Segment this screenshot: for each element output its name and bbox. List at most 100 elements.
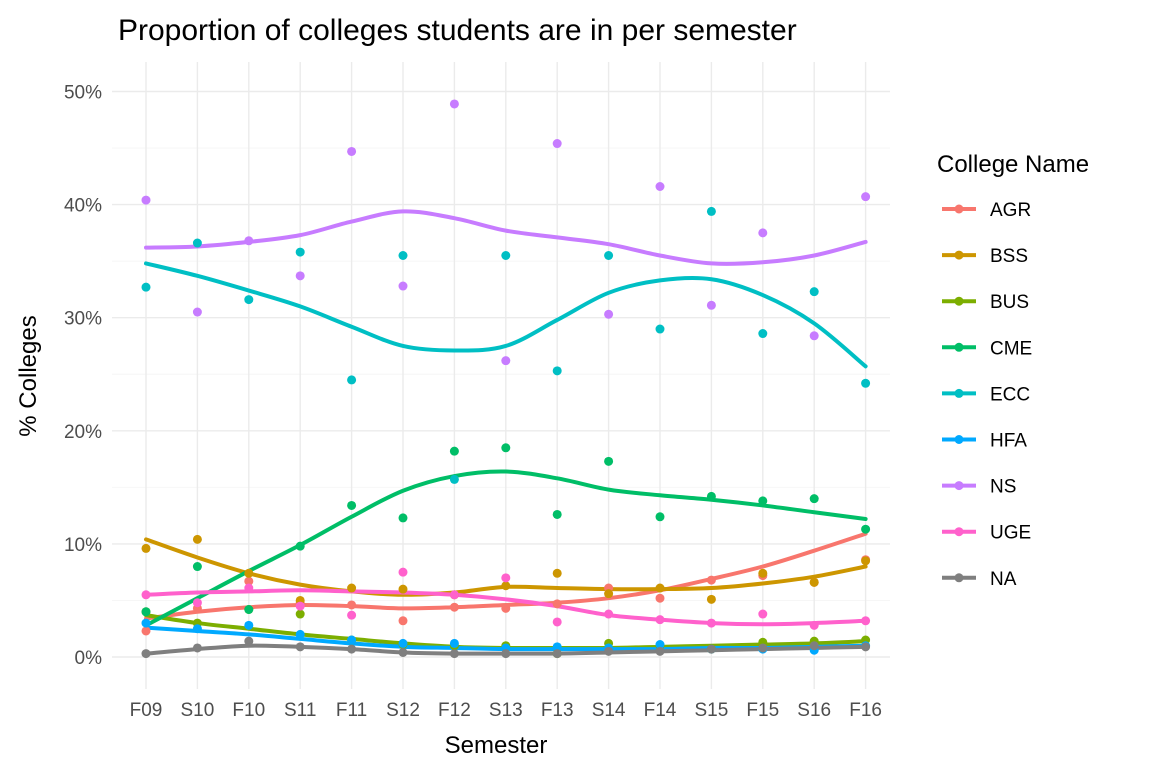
legend-item-cme: CME	[942, 338, 1032, 359]
data-point-cme	[655, 512, 665, 522]
x-tick-label: S14	[592, 700, 626, 721]
smooth-line-uge	[144, 588, 868, 627]
data-point-na	[861, 642, 871, 652]
x-tick-label: S11	[284, 700, 316, 721]
data-point-cme	[501, 443, 511, 453]
data-point-uge	[706, 618, 716, 628]
data-point-ecc	[449, 474, 459, 484]
data-point-hfa	[141, 618, 151, 628]
data-point-cme	[604, 456, 614, 466]
legend-item-hfa: HFA	[942, 431, 1027, 452]
data-point-ns	[398, 281, 408, 291]
data-point-na	[449, 649, 459, 659]
data-point-na	[192, 643, 202, 653]
legend-label: ECC	[990, 384, 1030, 405]
data-point-agr	[398, 616, 408, 626]
data-point-ecc	[706, 206, 716, 216]
data-point-uge	[347, 610, 357, 620]
data-point-uge	[758, 609, 768, 619]
data-point-ecc	[552, 366, 562, 376]
smooth-line-cme	[144, 469, 868, 628]
data-point-agr	[347, 600, 357, 610]
data-point-ns	[604, 309, 614, 319]
data-point-uge	[141, 590, 151, 600]
x-tick-label: F15	[746, 700, 779, 721]
legend-key-point	[954, 481, 964, 491]
data-point-agr	[244, 576, 254, 586]
legend-key-point	[954, 342, 964, 352]
y-tick-label: 10%	[64, 535, 102, 556]
smooth-line-ns	[144, 209, 868, 266]
legend-item-bss: BSS	[942, 246, 1028, 267]
data-point-ecc	[295, 247, 305, 257]
data-point-bus	[295, 609, 305, 619]
data-point-ecc	[655, 324, 665, 334]
data-point-agr	[141, 626, 151, 636]
data-point-na	[552, 649, 562, 659]
data-point-na	[501, 649, 511, 659]
legend-key-point	[954, 527, 964, 537]
legend-label: NA	[990, 569, 1017, 590]
data-point-ecc	[347, 375, 357, 385]
legend-label: BUS	[990, 292, 1029, 313]
data-point-ns	[861, 192, 871, 202]
data-point-bss	[552, 568, 562, 578]
data-point-ns	[192, 307, 202, 317]
x-axis-title: Semester	[445, 732, 548, 759]
legend-title: College Name	[937, 151, 1089, 178]
data-point-ns	[809, 331, 819, 341]
data-point-na	[141, 649, 151, 659]
legend-key-point	[954, 435, 964, 444]
data-point-na	[347, 644, 357, 654]
x-tick-label: S12	[386, 700, 420, 721]
data-point-ecc	[809, 287, 819, 297]
data-point-cme	[398, 513, 408, 523]
data-points	[141, 99, 871, 659]
data-point-ns	[758, 228, 768, 238]
data-point-uge	[449, 590, 459, 600]
legend-key-point	[954, 204, 964, 214]
x-tick-label: F16	[849, 700, 882, 721]
data-point-cme	[192, 562, 202, 572]
chart-title: Proportion of colleges students are in p…	[118, 14, 797, 47]
y-tick-label: 50%	[64, 83, 102, 104]
data-point-na	[706, 644, 716, 654]
data-point-bss	[809, 577, 819, 587]
x-tick-label: S10	[180, 700, 214, 721]
x-tick-label: F13	[541, 700, 574, 721]
data-point-hfa	[192, 624, 202, 634]
legend-item-bus: BUS	[942, 292, 1029, 313]
data-point-cme	[244, 604, 254, 614]
data-point-ns	[655, 182, 665, 192]
legend-item-agr: AGR	[942, 200, 1031, 221]
legend-label: BSS	[990, 246, 1028, 267]
y-axis-ticks: 0% 10% 20% 30% 40% 50%	[64, 83, 102, 670]
grid-layer	[112, 62, 890, 689]
data-point-cme	[449, 446, 459, 456]
data-point-hfa	[244, 620, 254, 630]
data-point-ecc	[501, 250, 511, 260]
data-point-ns	[501, 356, 511, 366]
x-tick-label: F14	[644, 700, 677, 721]
data-point-ns	[244, 236, 254, 246]
data-point-cme	[861, 524, 871, 534]
data-point-ns	[141, 195, 151, 205]
data-point-bss	[192, 534, 202, 544]
data-point-uge	[604, 609, 614, 619]
data-point-cme	[758, 496, 768, 506]
data-point-bss	[604, 589, 614, 599]
data-point-ns	[449, 99, 459, 109]
y-tick-label: 20%	[64, 422, 102, 443]
data-point-cme	[706, 491, 716, 501]
data-point-uge	[244, 583, 254, 593]
x-tick-label: F11	[336, 700, 367, 721]
data-point-na	[244, 636, 254, 646]
data-point-uge	[655, 615, 665, 625]
data-point-ecc	[604, 250, 614, 260]
data-point-bss	[655, 583, 665, 593]
x-tick-label: F09	[130, 700, 163, 721]
data-point-uge	[398, 567, 408, 577]
legend-label: CME	[990, 338, 1032, 359]
legend-key-point	[954, 388, 964, 398]
